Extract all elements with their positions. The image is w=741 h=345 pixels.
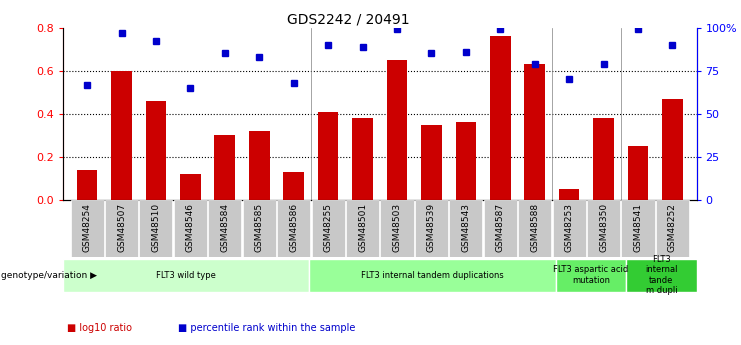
FancyBboxPatch shape (484, 200, 516, 257)
FancyBboxPatch shape (277, 200, 310, 257)
Title: GDS2242 / 20491: GDS2242 / 20491 (287, 12, 409, 27)
Bar (525, 64, 545, 200)
Text: GSM48252: GSM48252 (668, 203, 677, 252)
Text: GSM48588: GSM48588 (531, 203, 539, 252)
FancyBboxPatch shape (63, 259, 310, 292)
Bar (456, 122, 476, 200)
FancyBboxPatch shape (449, 200, 482, 257)
FancyBboxPatch shape (139, 200, 173, 257)
Text: FLT3
internal
tande
m dupli: FLT3 internal tande m dupli (645, 255, 677, 295)
Bar (559, 189, 579, 200)
Bar (180, 174, 201, 200)
Text: FLT3 aspartic acid
mutation: FLT3 aspartic acid mutation (554, 265, 628, 285)
Text: FLT3 wild type: FLT3 wild type (156, 270, 216, 280)
Text: GSM48585: GSM48585 (255, 203, 264, 252)
Text: GSM48503: GSM48503 (393, 203, 402, 252)
Text: FLT3 internal tandem duplications: FLT3 internal tandem duplications (361, 270, 504, 280)
Bar (352, 118, 373, 200)
FancyBboxPatch shape (518, 200, 551, 257)
FancyBboxPatch shape (105, 200, 138, 257)
Text: GSM48543: GSM48543 (462, 203, 471, 252)
FancyBboxPatch shape (380, 200, 413, 257)
Bar (318, 112, 339, 200)
FancyBboxPatch shape (656, 200, 689, 257)
Text: GSM48546: GSM48546 (186, 203, 195, 252)
FancyBboxPatch shape (626, 259, 697, 292)
Bar (214, 136, 235, 200)
FancyBboxPatch shape (622, 200, 654, 257)
FancyBboxPatch shape (310, 259, 556, 292)
FancyBboxPatch shape (243, 200, 276, 257)
Bar (490, 36, 511, 200)
FancyBboxPatch shape (556, 259, 626, 292)
Bar (283, 172, 304, 200)
FancyBboxPatch shape (208, 200, 242, 257)
FancyBboxPatch shape (70, 200, 104, 257)
FancyBboxPatch shape (346, 200, 379, 257)
Text: genotype/variation ▶: genotype/variation ▶ (1, 272, 98, 280)
Text: GSM48255: GSM48255 (324, 203, 333, 252)
Text: GSM48541: GSM48541 (634, 203, 642, 252)
Text: GSM48584: GSM48584 (220, 203, 229, 252)
Text: GSM48587: GSM48587 (496, 203, 505, 252)
Text: GSM48254: GSM48254 (82, 203, 92, 252)
Bar (421, 125, 442, 200)
Text: GSM48507: GSM48507 (117, 203, 126, 252)
Text: GSM48253: GSM48253 (565, 203, 574, 252)
FancyBboxPatch shape (553, 200, 585, 257)
Bar (387, 60, 408, 200)
FancyBboxPatch shape (415, 200, 448, 257)
Bar (628, 146, 648, 200)
FancyBboxPatch shape (587, 200, 620, 257)
Bar (77, 170, 97, 200)
Bar (249, 131, 270, 200)
Text: GSM48510: GSM48510 (151, 203, 161, 252)
Bar (594, 118, 614, 200)
Bar (662, 99, 682, 200)
Bar (111, 71, 132, 200)
Text: GSM48501: GSM48501 (358, 203, 367, 252)
Text: ■ percentile rank within the sample: ■ percentile rank within the sample (178, 323, 355, 333)
Bar (146, 101, 166, 200)
Text: GSM48586: GSM48586 (289, 203, 298, 252)
FancyBboxPatch shape (311, 200, 345, 257)
Text: GSM48350: GSM48350 (599, 203, 608, 252)
Text: ■ log10 ratio: ■ log10 ratio (67, 323, 132, 333)
FancyBboxPatch shape (174, 200, 207, 257)
Text: GSM48539: GSM48539 (427, 203, 436, 252)
